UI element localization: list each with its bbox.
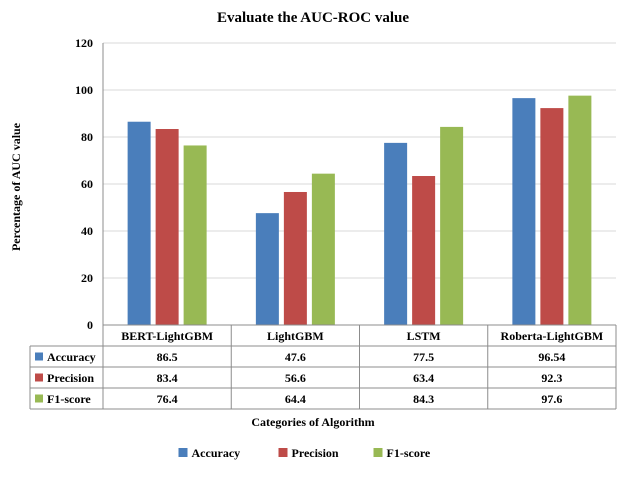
y-tick-label: 60 xyxy=(81,177,93,191)
data-label: 97.6 xyxy=(541,392,562,406)
bar-accuracy-roberta-lightgbm xyxy=(512,98,536,325)
data-label: 64.4 xyxy=(285,392,306,406)
table-legend-key xyxy=(35,352,43,361)
bar-precision-lstm xyxy=(412,176,436,325)
bar-f1-score-lightgbm xyxy=(311,173,335,325)
bar-precision-roberta-lightgbm xyxy=(540,108,564,325)
data-label: 47.6 xyxy=(285,350,306,364)
x-tick-label: BERT-LightGBM xyxy=(121,329,213,343)
legend-swatch xyxy=(278,448,288,457)
data-label: 56.6 xyxy=(285,371,306,385)
chart-title: Evaluate the AUC-ROC value xyxy=(217,10,409,26)
x-tick-label: LightGBM xyxy=(267,329,324,343)
table-row-label: Accuracy xyxy=(47,350,96,364)
data-label: 86.5 xyxy=(157,350,178,364)
bars xyxy=(127,95,592,326)
data-table: BERT-LightGBM LightGBM LSTM Roberta-LightGB… xyxy=(29,324,617,410)
y-tick-label: 120 xyxy=(75,36,93,50)
data-label: 96.54 xyxy=(538,350,565,364)
y-tick-label: 40 xyxy=(81,224,93,238)
bar-f1-score-roberta-lightgbm xyxy=(568,95,592,325)
bar-accuracy-lstm xyxy=(384,142,408,325)
bar-f1-score-lstm xyxy=(440,126,464,326)
y-tick-labels: 0 20 40 60 80 100 120 xyxy=(75,36,93,332)
x-axis-label: Categories of Algorithm xyxy=(251,415,374,429)
legend-label: F1-score xyxy=(387,446,431,460)
x-tick-label: LSTM xyxy=(407,329,441,343)
y-tick-label: 80 xyxy=(81,130,93,144)
data-label: 76.4 xyxy=(157,392,178,406)
table-row-label: F1-score xyxy=(47,392,91,406)
legend-label: Accuracy xyxy=(192,446,241,460)
data-label: 77.5 xyxy=(413,350,434,364)
legend-label: Precision xyxy=(292,446,339,460)
y-tick-label: 100 xyxy=(75,83,93,97)
data-label: 84.3 xyxy=(413,392,434,406)
y-axis-label: Percentage of AUC value xyxy=(9,122,23,251)
bar-precision-bert-lightgbm xyxy=(155,129,179,325)
legend: Accuracy Precision F1-score xyxy=(178,446,431,460)
data-label: 63.4 xyxy=(413,371,434,385)
table-legend-key xyxy=(35,394,43,403)
data-label: 83.4 xyxy=(157,371,178,385)
gridlines xyxy=(102,42,616,326)
y-tick-label: 20 xyxy=(81,271,93,285)
bar-f1-score-bert-lightgbm xyxy=(183,145,207,325)
legend-swatch xyxy=(373,448,383,457)
bar-precision-lightgbm xyxy=(283,191,307,325)
legend-swatch xyxy=(178,448,188,457)
y-tick-label: 0 xyxy=(87,318,93,332)
bar-accuracy-lightgbm xyxy=(255,213,279,325)
table-legend-key xyxy=(35,373,43,382)
table-row-label: Precision xyxy=(47,371,94,385)
bar-accuracy-bert-lightgbm xyxy=(127,121,151,325)
data-label: 92.3 xyxy=(541,371,562,385)
x-tick-label: Roberta-LightGBM xyxy=(501,329,604,343)
